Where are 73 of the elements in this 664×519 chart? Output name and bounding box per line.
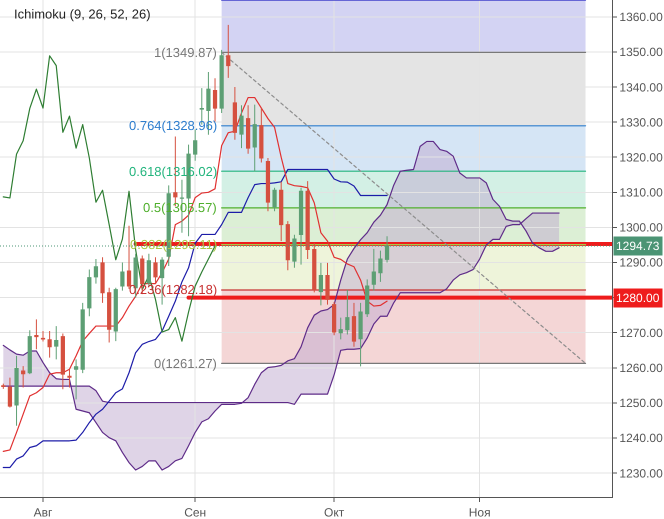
candlestick bbox=[220, 49, 224, 114]
candlestick bbox=[338, 317, 343, 340]
y-tick-label: 1320.00 bbox=[619, 150, 664, 164]
candlestick bbox=[365, 278, 370, 318]
series-label: 0.382(1295.11) bbox=[130, 237, 218, 252]
y-tick-label: 1250.00 bbox=[619, 396, 664, 410]
candlestick bbox=[306, 180, 310, 260]
y-tick-label: 1290.00 bbox=[619, 256, 664, 270]
x-tick-label: Окт bbox=[324, 505, 345, 519]
candlestick bbox=[60, 332, 65, 390]
candlestick bbox=[34, 318, 39, 350]
y-tick-label: 1360.00 bbox=[619, 10, 664, 24]
candlestick bbox=[246, 104, 250, 154]
candlestick bbox=[318, 262, 324, 306]
candlestick bbox=[100, 256, 105, 304]
candlestick bbox=[286, 220, 290, 271]
y-tick-label: 1310.00 bbox=[619, 186, 664, 200]
y-tick-label: 1350.00 bbox=[619, 45, 664, 60]
candlestick bbox=[325, 262, 330, 306]
candlestick bbox=[94, 258, 98, 284]
candlestick bbox=[153, 256, 158, 284]
candlestick bbox=[298, 187, 304, 266]
y-tick-label: 1330.00 bbox=[619, 115, 664, 130]
candlestick bbox=[292, 234, 297, 268]
candlestick bbox=[345, 289, 350, 335]
line-series bbox=[2, 96, 388, 452]
x-tick-label: Сен bbox=[184, 505, 206, 519]
candlestick bbox=[28, 330, 32, 375]
y-tick-label: 1230.00 bbox=[619, 466, 664, 480]
candlestick bbox=[266, 157, 270, 212]
candlestick bbox=[54, 326, 58, 360]
candlestick bbox=[384, 236, 390, 264]
candlestick bbox=[8, 377, 12, 408]
candlestick bbox=[232, 86, 237, 140]
candlestick bbox=[272, 187, 277, 212]
series-label: 1(1349.87) bbox=[154, 45, 217, 60]
candlestick bbox=[279, 181, 284, 242]
candlestick bbox=[14, 355, 19, 426]
candlestick bbox=[226, 24, 230, 78]
candlestick bbox=[1, 383, 6, 390]
series-label: 1280.00 bbox=[616, 291, 660, 305]
candlestick bbox=[40, 330, 46, 342]
y-tick-label: 1240.00 bbox=[619, 431, 664, 446]
line-series bbox=[2, 168, 388, 468]
candlestick bbox=[80, 302, 85, 374]
candlestick bbox=[252, 104, 257, 172]
candlestick bbox=[74, 358, 78, 400]
candlestick bbox=[107, 287, 112, 344]
series-label: 0(1261.27) bbox=[154, 356, 217, 371]
ref-line-label: 1294.73 bbox=[616, 239, 660, 253]
candlestick bbox=[358, 302, 363, 367]
y-tick-label: 1260.00 bbox=[619, 361, 664, 376]
y-tick-label: 1270.00 bbox=[619, 326, 664, 340]
candlestick bbox=[67, 368, 72, 388]
candlestick bbox=[239, 104, 244, 149]
x-tick-label: Авг bbox=[34, 505, 54, 519]
candlestick bbox=[312, 242, 316, 293]
candlestick bbox=[372, 248, 376, 292]
candlestick bbox=[352, 302, 356, 348]
candlestick bbox=[259, 108, 264, 164]
candlestick bbox=[21, 366, 26, 388]
candlestick bbox=[126, 225, 132, 290]
candlestick bbox=[48, 330, 52, 358]
candlestick bbox=[114, 287, 118, 342]
candlestick bbox=[212, 78, 218, 122]
candlestick bbox=[120, 262, 125, 292]
candlestick bbox=[332, 301, 336, 336]
y-tick-label: 1300.00 bbox=[619, 220, 664, 235]
x-tick-label: Ноя bbox=[468, 505, 491, 519]
candlestick bbox=[378, 250, 383, 282]
text: Ichimoku (9, 26, 52, 26) bbox=[14, 6, 151, 22]
candlestick bbox=[87, 269, 92, 317]
y-tick-label: 1340.00 bbox=[619, 80, 664, 94]
